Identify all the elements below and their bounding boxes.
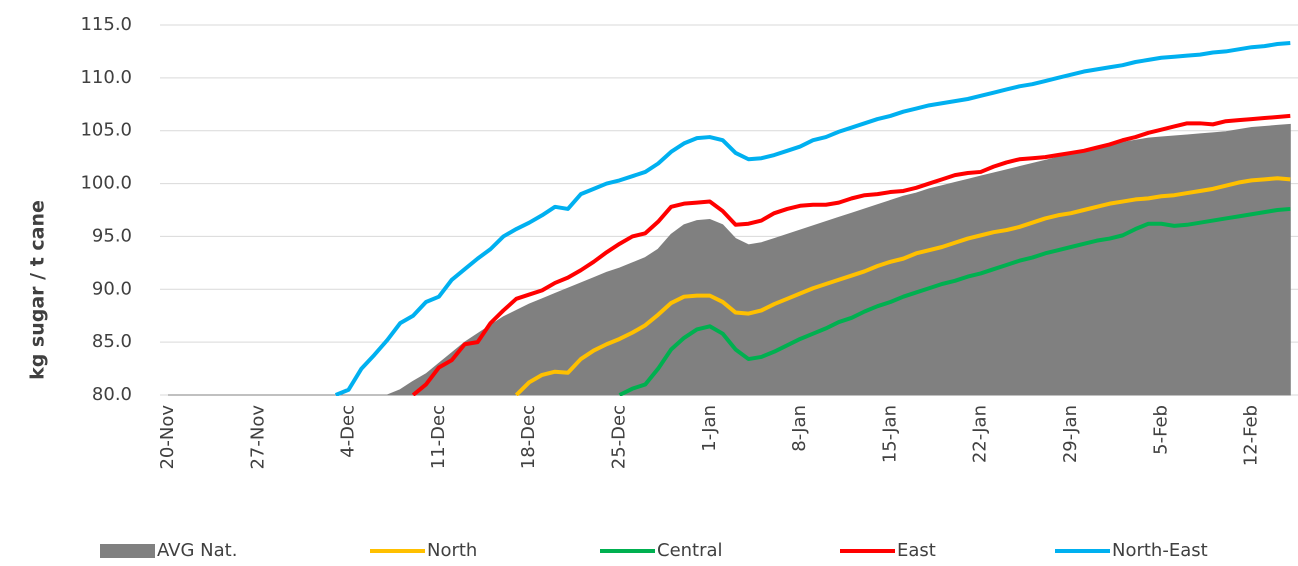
line [618,206,1291,396]
x-tick-label: 12-Feb [1241,405,1262,466]
y-tick-label: 90.0 [92,278,132,299]
legend-label: North [427,540,477,561]
area [168,123,1291,396]
line [514,176,1291,396]
x-tick-label: 18-Dec [518,405,539,469]
x-tick-label: 29-Jan [1060,405,1081,463]
y-tick-label: 85.0 [92,331,132,352]
x-tick-label: 25-Dec [609,405,630,469]
line [411,113,1291,396]
x-tick-label: 5-Feb [1150,405,1171,455]
legend-label: Central [657,540,723,561]
legend-label: North-East [1112,540,1208,561]
y-tick-label: 80.0 [92,384,132,405]
y-axis-title: kg sugar / t cane [27,200,49,380]
legend-label: East [897,540,936,561]
legend-swatch [100,544,155,558]
legend-label: AVG Nat. [157,540,237,561]
y-tick-label: 95.0 [92,225,132,246]
x-tick-label: 15-Jan [879,405,900,463]
y-tick-label: 115.0 [80,14,132,35]
x-tick-label: 27-Nov [247,405,268,470]
x-tick-label: 8-Jan [789,405,810,452]
x-tick-label: 20-Nov [157,405,178,470]
y-tick-label: 110.0 [80,67,132,88]
y-tick-label: 105.0 [80,120,132,141]
x-tick-label: 22-Jan [970,405,991,463]
y-tick-label: 100.0 [80,173,132,194]
x-tick-label: 11-Dec [428,405,449,469]
x-tick-label: 1-Jan [699,405,720,452]
line [334,40,1291,396]
x-tick-label: 4-Dec [338,405,359,458]
